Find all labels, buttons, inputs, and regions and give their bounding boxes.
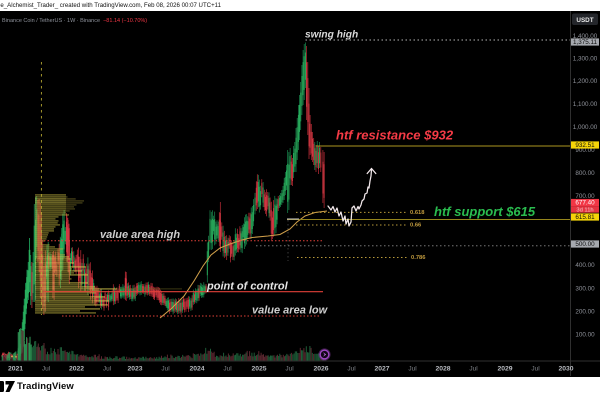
svg-text:1,375.11: 1,375.11	[573, 39, 598, 46]
svg-text:700.00: 700.00	[575, 193, 595, 200]
svg-text:value area low: value area low	[252, 305, 329, 317]
svg-text:2025: 2025	[251, 366, 266, 373]
svg-text:1,200.00: 1,200.00	[573, 78, 598, 85]
svg-text:3d 11h: 3d 11h	[576, 207, 593, 213]
svg-text:2021: 2021	[8, 366, 23, 373]
svg-text:swing high: swing high	[305, 30, 358, 41]
svg-text:Jul: Jul	[469, 366, 478, 373]
svg-text:1,300.00: 1,300.00	[573, 56, 598, 63]
svg-text:0.786: 0.786	[411, 255, 426, 261]
svg-text:value area high: value area high	[100, 229, 180, 241]
svg-text:500.00: 500.00	[575, 241, 595, 248]
svg-text:Jul: Jul	[42, 366, 51, 373]
svg-text:200.00: 200.00	[575, 309, 595, 316]
svg-text:615.81: 615.81	[575, 214, 595, 221]
svg-text:htf support $615: htf support $615	[434, 204, 536, 219]
svg-text:2023: 2023	[127, 366, 142, 373]
svg-text:Jul: Jul	[285, 366, 294, 373]
svg-text:1,100.00: 1,100.00	[573, 101, 598, 108]
svg-text:Jul: Jul	[531, 366, 540, 373]
svg-text:2029: 2029	[497, 366, 512, 373]
svg-text:Jul: Jul	[408, 366, 417, 373]
svg-text:USDT: USDT	[576, 17, 593, 24]
svg-text:2028: 2028	[435, 366, 450, 373]
svg-text:point of control: point of control	[206, 281, 289, 293]
svg-text:2030: 2030	[558, 366, 573, 373]
svg-text:Jul: Jul	[161, 366, 170, 373]
svg-text:932.51: 932.51	[575, 142, 595, 149]
svg-text:0.66: 0.66	[410, 222, 422, 228]
svg-text:Jul: Jul	[103, 366, 112, 373]
svg-text:300.00: 300.00	[575, 286, 595, 293]
svg-text:1,000.00: 1,000.00	[573, 124, 598, 131]
svg-text:2027: 2027	[374, 366, 389, 373]
svg-text:400.00: 400.00	[575, 262, 595, 269]
svg-text:Jul: Jul	[347, 366, 356, 373]
svg-text:2026: 2026	[313, 366, 328, 373]
svg-text:800.00: 800.00	[575, 170, 595, 177]
svg-text:1,400.00: 1,400.00	[573, 33, 598, 40]
svg-text:900.00: 900.00	[575, 147, 595, 154]
svg-text:2024: 2024	[189, 366, 204, 373]
svg-text:0.618: 0.618	[410, 210, 425, 216]
svg-text:677.40: 677.40	[575, 200, 595, 207]
svg-text:Jul: Jul	[223, 366, 232, 373]
svg-text:100.00: 100.00	[575, 332, 595, 339]
svg-text:htf resistance $932: htf resistance $932	[336, 128, 454, 143]
svg-text:2022: 2022	[69, 366, 84, 373]
